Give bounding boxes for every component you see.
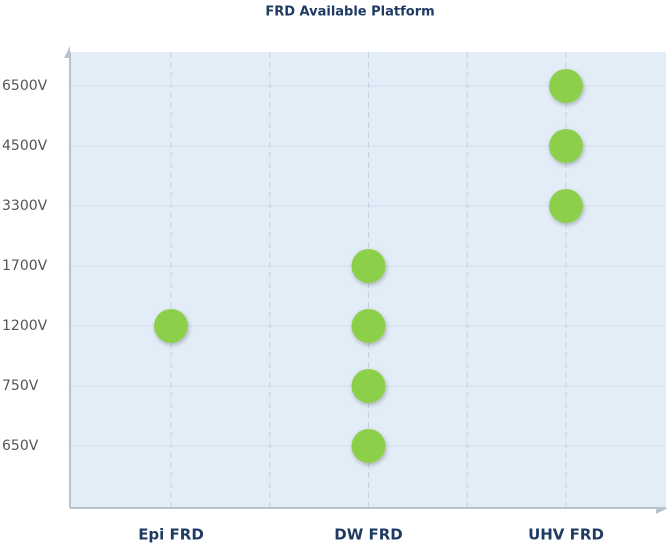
dot xyxy=(351,249,386,283)
y-tick-label: 1200V xyxy=(2,318,48,334)
dot xyxy=(549,129,583,163)
x-tick-label: DW FRD xyxy=(334,526,402,544)
chart-title: FRD Available Platform xyxy=(265,5,434,20)
y-tick-label: 3300V xyxy=(2,198,48,214)
y-arrow xyxy=(64,46,70,58)
y-tick-label: 750V xyxy=(2,378,39,394)
x-tick-label: UHV FRD xyxy=(528,526,604,544)
x-tick-label: Epi FRD xyxy=(138,526,204,544)
y-tick-label: 650V xyxy=(2,438,39,454)
dot xyxy=(154,309,188,343)
y-tick-label: 1700V xyxy=(2,258,48,274)
marks xyxy=(154,69,583,463)
y-tick-label: 6500V xyxy=(2,78,48,94)
y-tick-label: 4500V xyxy=(2,138,48,154)
dot xyxy=(351,309,386,343)
x-arrow xyxy=(656,508,668,514)
dot xyxy=(549,189,583,223)
dot xyxy=(351,369,386,403)
dot xyxy=(549,69,583,103)
dot xyxy=(351,429,386,463)
